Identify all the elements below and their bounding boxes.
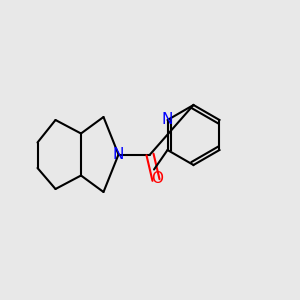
Text: O: O [152,171,164,186]
Text: N: N [162,112,173,128]
Text: N: N [113,147,124,162]
